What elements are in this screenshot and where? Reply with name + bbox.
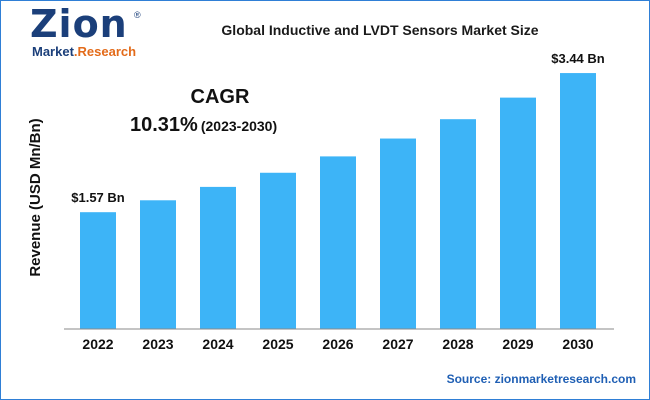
bar-2022 [80,212,116,329]
chart-title: Global Inductive and LVDT Sensors Market… [221,22,539,38]
x-tick-label-2028: 2028 [442,336,473,352]
bar-2025 [260,172,296,329]
bar-2030 [560,73,596,330]
x-tick-label-2027: 2027 [382,336,413,352]
logo-wordmark: Zion [30,4,128,44]
x-tick-label-2022: 2022 [82,336,113,352]
bar-2023 [140,200,176,329]
bar-2029 [500,97,536,329]
x-tick-label-2025: 2025 [262,336,293,352]
bar-2028 [440,119,476,329]
cagr-period: (2023-2030) [200,118,278,134]
y-axis-label: Revenue (USD Mn/Bn) [27,118,44,276]
bar-2026 [320,156,356,329]
x-tick-label-2030: 2030 [562,336,593,352]
data-label-2030: $3.44 Bn [551,51,605,66]
x-tick-label-2024: 2024 [202,336,233,352]
x-tick-label-2026: 2026 [322,336,353,352]
data-label-2022: $1.57 Bn [71,190,125,205]
zion-logo: Zion ® Market.Research [30,4,141,62]
logo-sub-market: Market [32,44,74,59]
cagr-line: 10.31% (2023-2030) [130,114,350,137]
bar-2027 [380,138,416,329]
cagr-value: 10.31% [130,114,198,136]
cagr-label: CAGR [190,86,250,108]
x-tick-label-2023: 2023 [142,336,173,352]
bar-2024 [200,186,236,329]
source-credit: Source: zionmarketresearch.com [446,372,636,386]
logo-subtitle: Market.Research [32,44,136,59]
registered-mark: ® [134,10,141,20]
logo-sub-research: .Research [73,44,137,59]
logo-main-text: Zion [30,2,128,46]
x-tick-label-2029: 2029 [502,336,533,352]
